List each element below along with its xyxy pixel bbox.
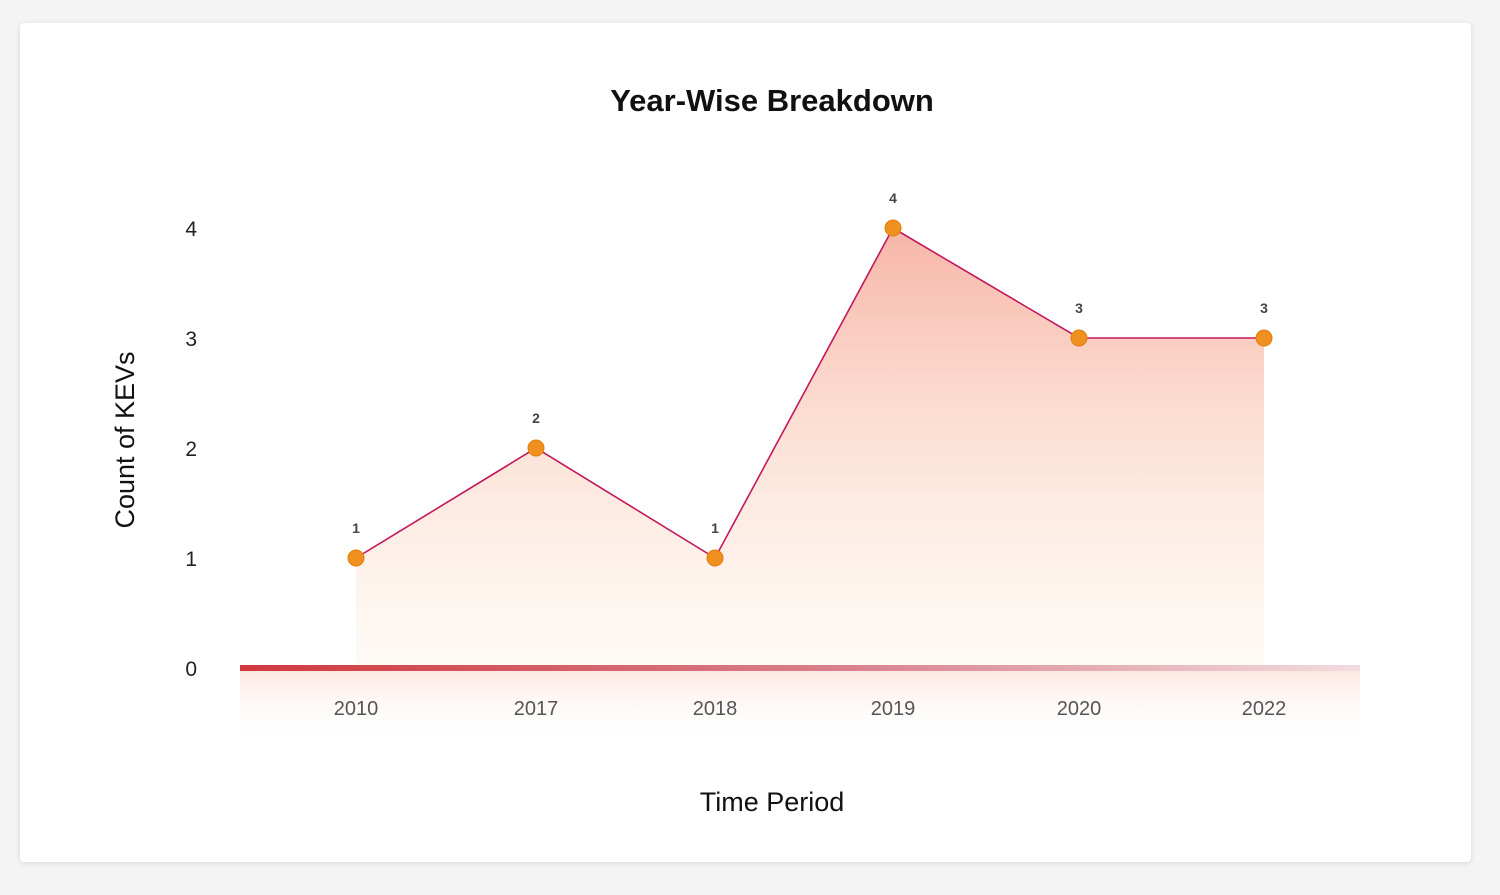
x-tick-label: 2017 bbox=[514, 698, 559, 720]
data-point[interactable] bbox=[527, 439, 545, 457]
chart-title: Year-Wise Breakdown bbox=[610, 83, 934, 118]
y-tick-label: 2 bbox=[185, 438, 197, 461]
x-tick-label: 2022 bbox=[1242, 698, 1287, 720]
data-point[interactable] bbox=[884, 219, 902, 237]
y-tick-label: 4 bbox=[185, 218, 197, 241]
data-points bbox=[347, 219, 1273, 567]
x-axis-baseline bbox=[240, 665, 1360, 671]
series-line-path bbox=[355, 226, 1264, 560]
y-tick-label: 1 bbox=[185, 548, 197, 571]
x-tick-labels: 2010 2017 2018 2019 2020 2022 bbox=[334, 698, 1287, 720]
x-tick-label: 2018 bbox=[693, 698, 738, 720]
data-label: 4 bbox=[889, 190, 897, 206]
area-fill-path bbox=[356, 228, 1264, 668]
data-label: 1 bbox=[352, 520, 360, 536]
data-point[interactable] bbox=[347, 549, 365, 567]
x-axis-label: Time Period bbox=[700, 787, 845, 817]
data-labels: 1 2 1 4 3 3 bbox=[352, 190, 1268, 536]
series-line bbox=[355, 226, 1264, 560]
y-tick-label: 0 bbox=[185, 658, 197, 681]
data-label: 3 bbox=[1260, 300, 1268, 316]
data-point[interactable] bbox=[706, 549, 724, 567]
y-tick-label: 3 bbox=[185, 328, 197, 351]
data-point[interactable] bbox=[1255, 329, 1273, 347]
y-tick-labels: 0 1 2 3 4 bbox=[185, 218, 197, 681]
x-axis-band-fill bbox=[240, 668, 1360, 740]
data-label: 2 bbox=[532, 410, 540, 426]
data-label: 3 bbox=[1075, 300, 1083, 316]
x-tick-label: 2019 bbox=[871, 698, 916, 720]
x-axis-line bbox=[240, 665, 1360, 671]
area-fill bbox=[356, 228, 1264, 668]
y-axis-label: Count of KEVs bbox=[110, 351, 140, 528]
x-tick-label: 2020 bbox=[1057, 698, 1102, 720]
x-tick-label: 2010 bbox=[334, 698, 379, 720]
data-point[interactable] bbox=[1070, 329, 1088, 347]
data-label: 1 bbox=[711, 520, 719, 536]
x-axis-band bbox=[240, 668, 1360, 740]
